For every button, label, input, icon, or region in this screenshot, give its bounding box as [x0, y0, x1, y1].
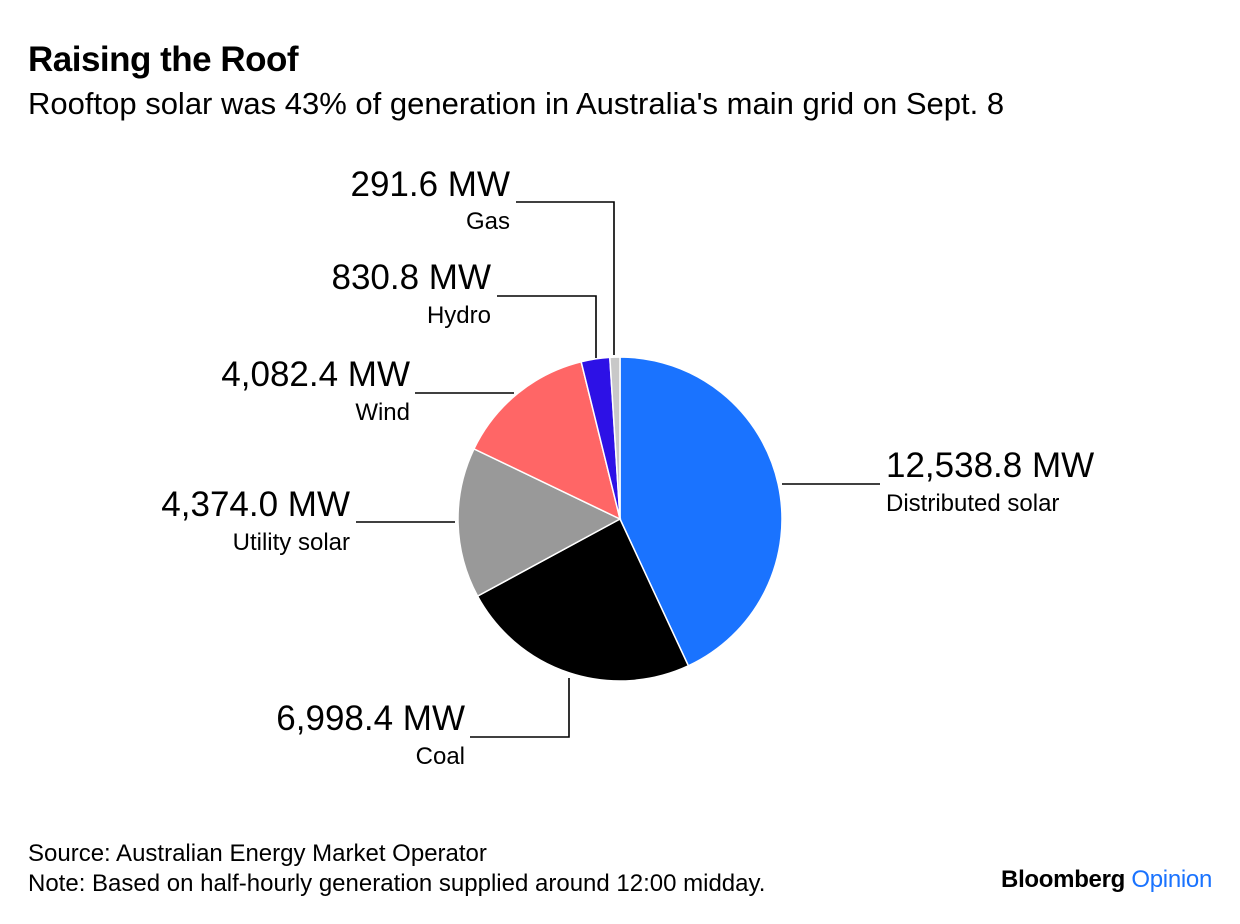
chart-subtitle: Rooftop solar was 43% of generation in A… [28, 86, 1005, 121]
value-label-distributed-solar: 12,538.8 MW [886, 446, 1094, 485]
leader-line-gas [516, 201, 615, 355]
name-label-coal: Coal [416, 743, 465, 770]
name-label-distributed-solar: Distributed solar [886, 490, 1059, 517]
value-label-coal: 6,998.4 MW [276, 699, 465, 738]
pie-slice-distributed-solar [619, 356, 783, 667]
name-label-utility-solar: Utility solar [233, 529, 350, 556]
pie-slice-utility-solar [457, 447, 622, 598]
pie-slice-gas [609, 356, 621, 520]
footnote: Note: Based on half-hourly generation su… [28, 870, 766, 897]
brand-logo: Bloomberg Opinion [1001, 866, 1212, 894]
value-label-wind: 4,082.4 MW [221, 355, 410, 394]
chart-title: Raising the Roof [28, 40, 299, 79]
brand-product: Opinion [1131, 866, 1212, 893]
leader-line-coal [470, 678, 570, 738]
slice-labels: 12,538.8 MW Distributed solar 6,998.4 MW Co… [161, 165, 1094, 770]
leader-lines [356, 201, 880, 738]
pie-slice-coal [476, 517, 690, 682]
value-label-gas: 291.6 MW [351, 165, 511, 204]
leader-line-hydro [497, 295, 597, 358]
source-note: Source: Australian Energy Market Operato… [28, 840, 487, 867]
pie-slice-wind [472, 360, 622, 521]
name-label-wind: Wind [355, 399, 410, 426]
pie-slices [457, 356, 783, 682]
name-label-gas: Gas [466, 208, 510, 235]
value-label-utility-solar: 4,374.0 MW [161, 485, 350, 524]
value-label-hydro: 830.8 MW [332, 258, 492, 297]
brand-name: Bloomberg [1001, 866, 1125, 893]
name-label-hydro: Hydro [427, 302, 491, 329]
